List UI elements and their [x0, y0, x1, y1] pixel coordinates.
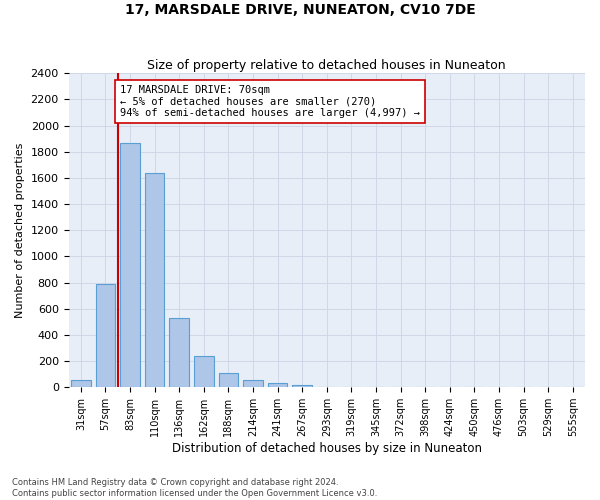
- Bar: [120, 142, 140, 387]
- Text: 17 MARSDALE DRIVE: 70sqm
← 5% of detached houses are smaller (270)
94% of semi-d: 17 MARSDALE DRIVE: 70sqm ← 5% of detache…: [120, 85, 420, 118]
- X-axis label: Distribution of detached houses by size in Nuneaton: Distribution of detached houses by size …: [172, 442, 482, 455]
- Title: Size of property relative to detached houses in Nuneaton: Size of property relative to detached ho…: [148, 59, 506, 72]
- Bar: [95, 284, 115, 387]
- Y-axis label: Number of detached properties: Number of detached properties: [15, 142, 25, 318]
- Text: Contains HM Land Registry data © Crown copyright and database right 2024.
Contai: Contains HM Land Registry data © Crown c…: [12, 478, 377, 498]
- Bar: [268, 382, 287, 387]
- Bar: [218, 373, 238, 387]
- Bar: [243, 380, 263, 387]
- Text: 17, MARSDALE DRIVE, NUNEATON, CV10 7DE: 17, MARSDALE DRIVE, NUNEATON, CV10 7DE: [125, 2, 475, 16]
- Bar: [71, 380, 91, 387]
- Bar: [194, 356, 214, 387]
- Bar: [145, 172, 164, 387]
- Bar: [292, 384, 312, 387]
- Bar: [169, 318, 189, 387]
